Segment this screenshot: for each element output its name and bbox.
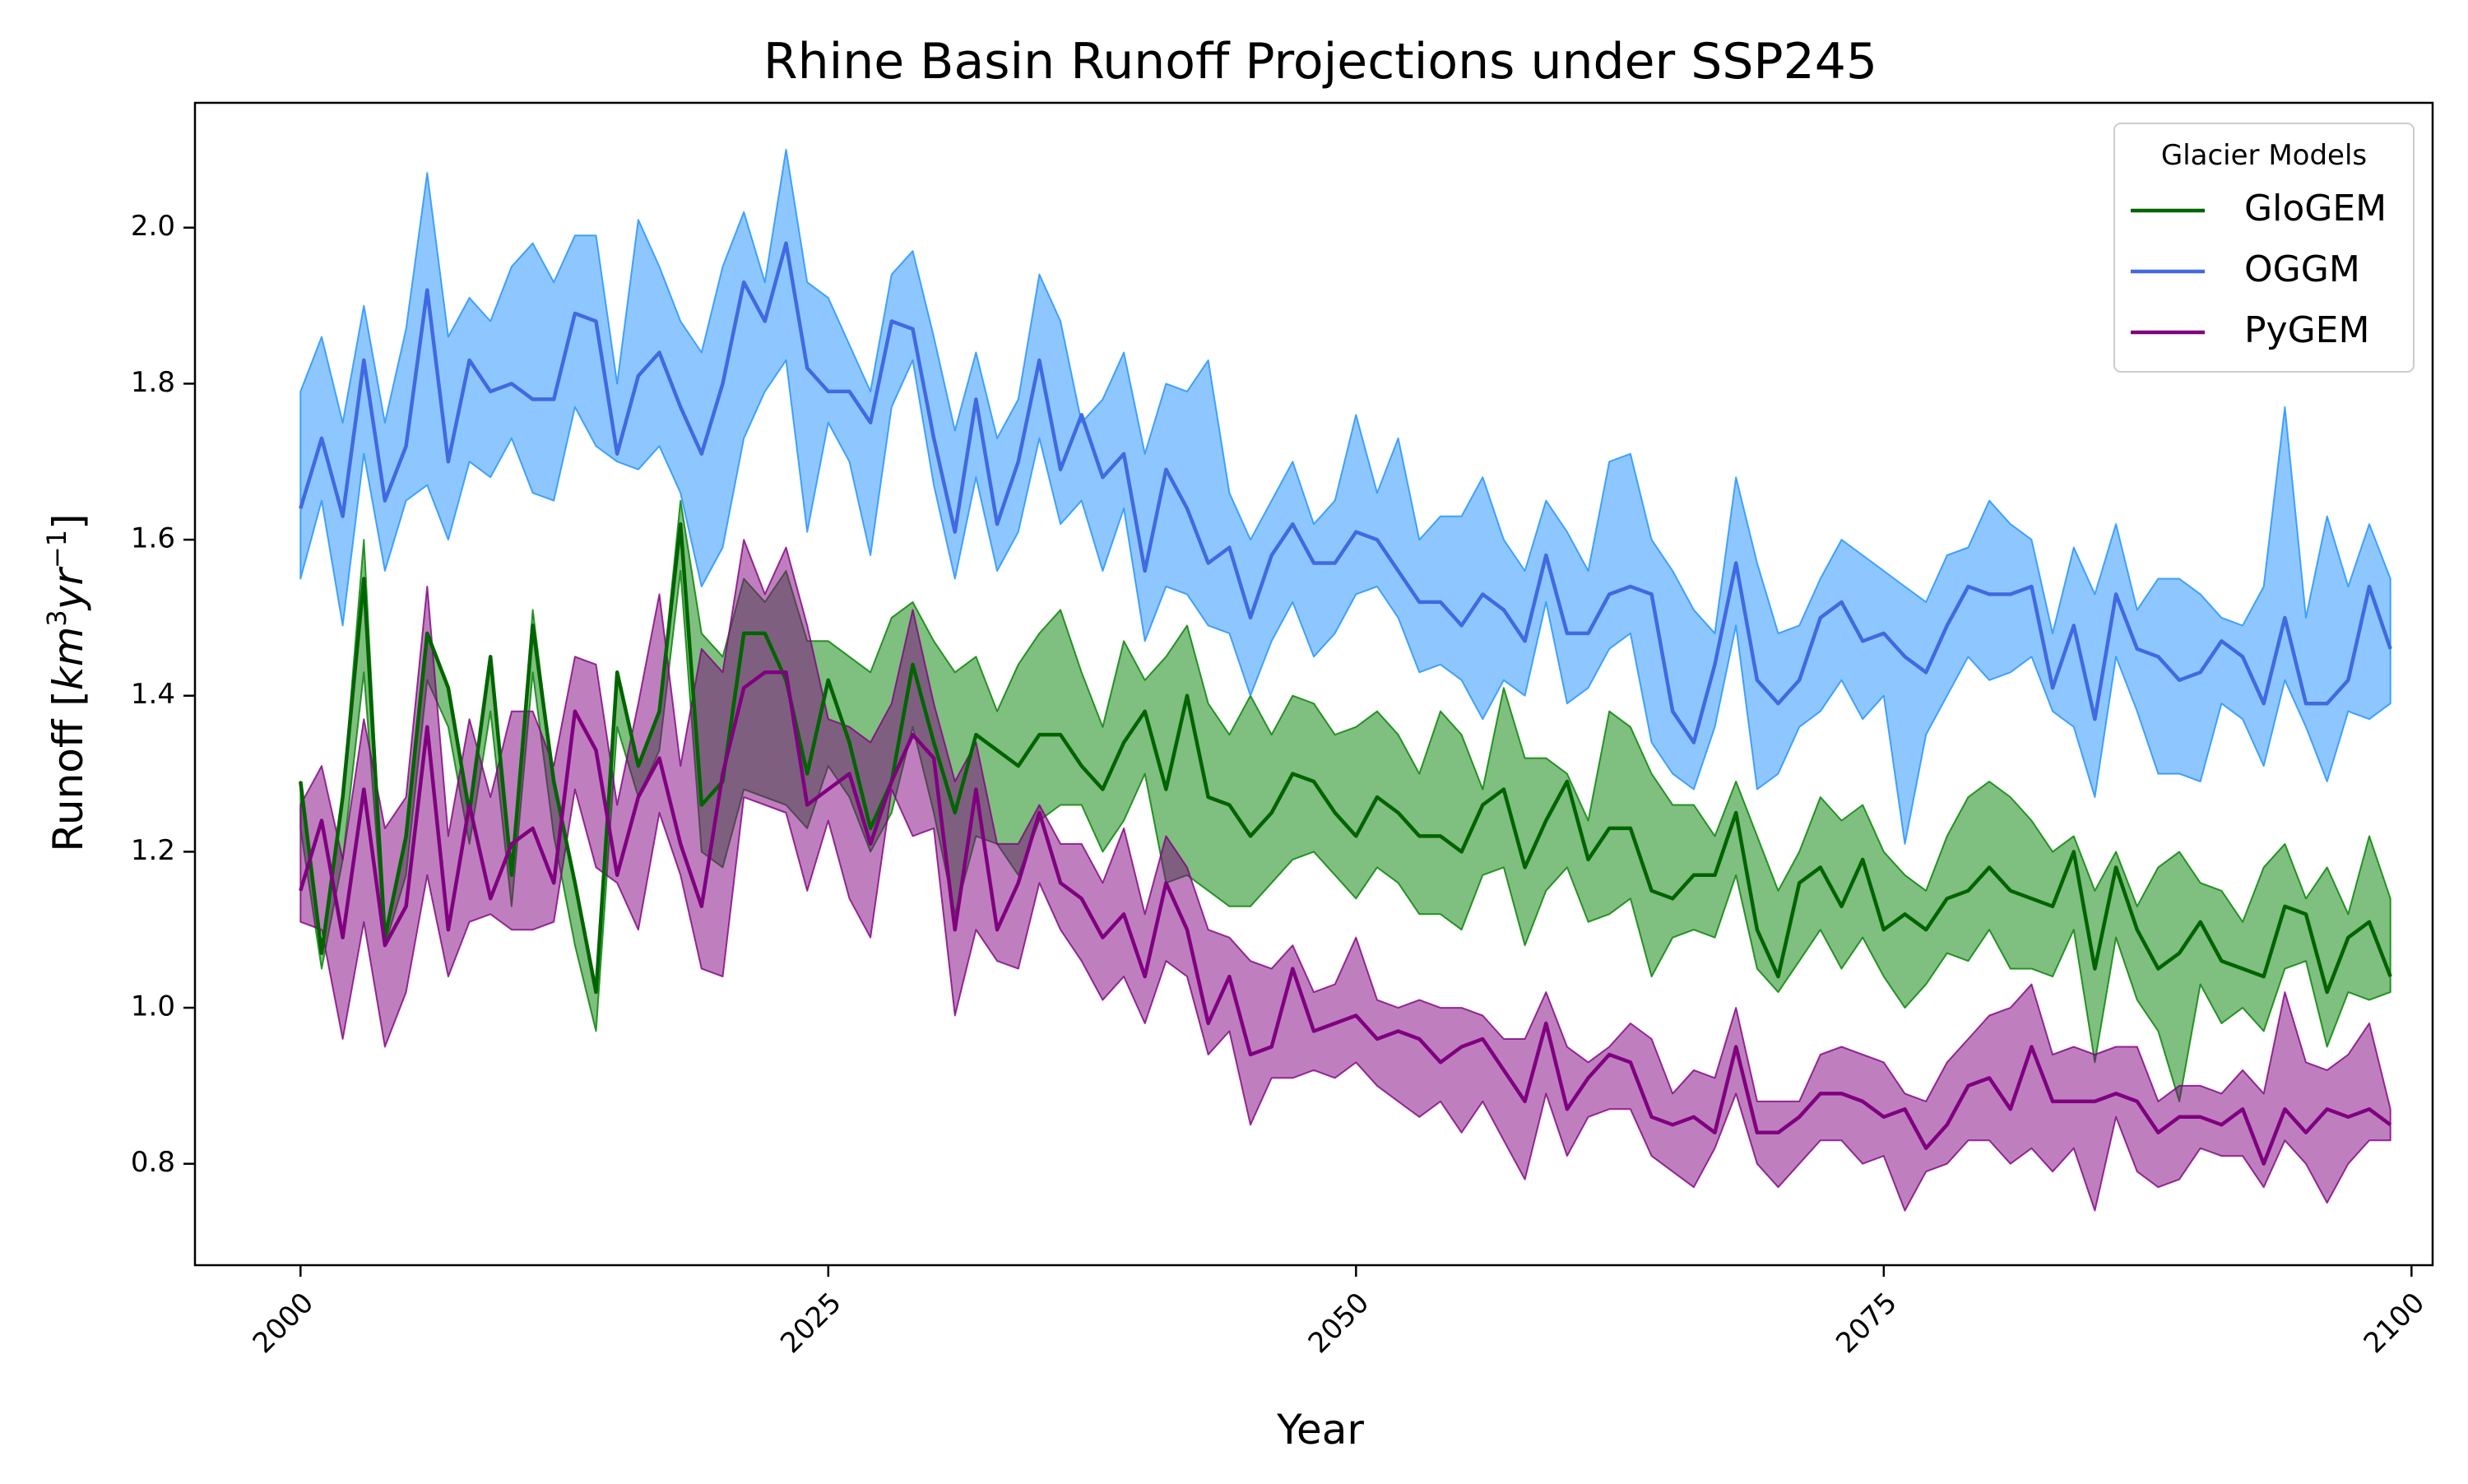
y-tick-label: 1.4 — [131, 678, 175, 711]
legend-box — [2113, 123, 2415, 373]
y-tick-label: 2.0 — [131, 210, 175, 243]
x-tick-label: 2075 — [1830, 1287, 1903, 1360]
y-axis-label: Runoff [km3yr−1] — [41, 513, 92, 851]
y-axis-ticks: 0.8 1.0 1.2 1.4 1.6 1.8 2.0 — [131, 210, 195, 1179]
oggm-legend-label: OGGM — [2244, 248, 2360, 290]
series-lines — [299, 241, 2392, 1166]
y-axis-label-unit-yr: yr — [44, 566, 92, 612]
oggm-mean-line — [299, 241, 2392, 744]
legend-title: Glacier Models — [2161, 139, 2367, 172]
chart-title: Rhine Basin Runoff Projections under SSP… — [763, 33, 1877, 90]
x-axis-label: Year — [1276, 1406, 1364, 1454]
glogem-legend-label: GloGEM — [2244, 188, 2387, 230]
y-tick-label: 0.8 — [131, 1146, 175, 1179]
y-axis-label-unit-km: km — [44, 627, 92, 691]
y-tick-label: 1.8 — [131, 366, 175, 399]
plot-frame — [193, 101, 2434, 1267]
y-axis-label-main: Runoff [ — [44, 690, 92, 851]
y-tick-label: 1.2 — [131, 834, 175, 867]
x-tick-label: 2000 — [247, 1287, 320, 1360]
pygem-mean-line — [299, 670, 2392, 1166]
x-axis-ticks: 2000 2025 2050 2075 2100 — [247, 1265, 2431, 1360]
y-axis-label-exp-3: 3 — [41, 610, 72, 626]
x-tick-label: 2100 — [2358, 1287, 2431, 1360]
uncertainty-bands — [299, 148, 2391, 1212]
y-axis-label-exp-minus1: −1 — [41, 530, 72, 568]
pygem-legend-label: PyGEM — [2244, 309, 2369, 351]
oggm-uncertainty-band — [299, 148, 2391, 845]
y-tick-label: 1.0 — [131, 990, 175, 1023]
x-tick-label: 2025 — [774, 1287, 847, 1360]
x-tick-label: 2050 — [1302, 1287, 1375, 1360]
glogem-mean-line — [299, 522, 2392, 995]
legend: Glacier Models GloGEM OGGM PyGEM — [2113, 123, 2415, 373]
y-axis-label-close: ] — [44, 513, 92, 530]
y-tick-label: 1.6 — [131, 522, 175, 555]
